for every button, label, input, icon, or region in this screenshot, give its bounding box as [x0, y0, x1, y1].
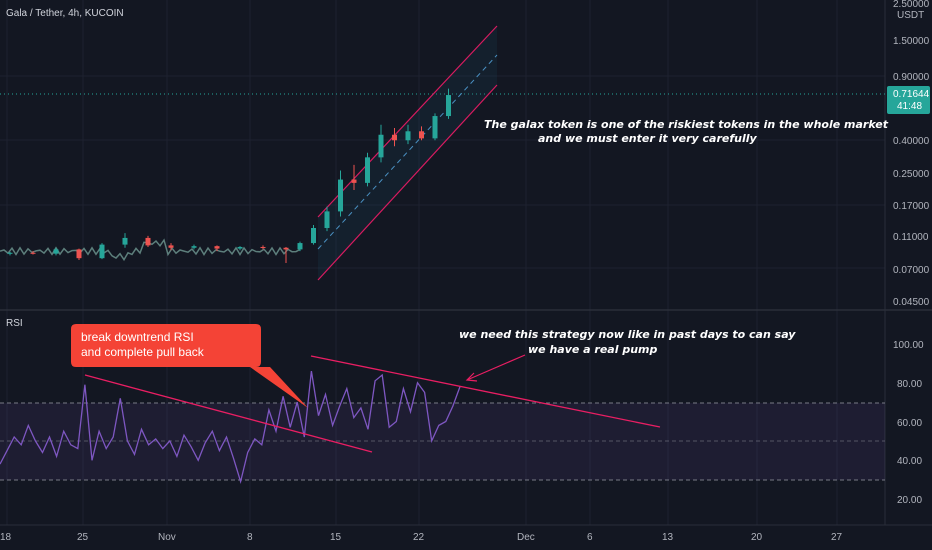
time-axis[interactable]: 18 25 Nov 8 15 22 Dec 6 13 20 27 — [0, 532, 843, 543]
rsi-tick: 60.00 — [897, 418, 922, 429]
candle — [237, 246, 243, 249]
rsi-note-line-2: we have a real pump — [528, 343, 657, 356]
time-label: Dec — [517, 532, 535, 543]
candle — [99, 244, 105, 259]
candle — [145, 237, 151, 246]
candle — [283, 247, 289, 250]
time-label: Nov — [158, 532, 176, 543]
candle — [76, 249, 82, 259]
callout-box[interactable]: break downtrend RSI and complete pull ba… — [71, 324, 308, 408]
last-price-badge: 0.71644 41:48 — [887, 86, 930, 114]
rsi-tick: 80.00 — [897, 379, 922, 390]
annotation-arrow[interactable] — [465, 354, 526, 382]
candle — [168, 245, 174, 248]
price-tick: 1.50000 — [893, 36, 930, 47]
rsi-tick: 40.00 — [897, 456, 922, 467]
callout-line-2: and complete pull back — [81, 345, 205, 359]
price-tick: 0.11000 — [893, 232, 929, 243]
candle — [446, 95, 451, 117]
price-currency: USDT — [897, 10, 924, 21]
price-axis[interactable]: 2.50000 USDT 1.50000 0.90000 0.40000 0.2… — [893, 0, 930, 308]
candle — [419, 131, 424, 139]
price-tick: 0.04500 — [893, 297, 930, 308]
time-label: 15 — [330, 532, 342, 543]
candle — [311, 227, 316, 244]
candle — [351, 179, 357, 183]
rsi-tick: 20.00 — [897, 495, 922, 506]
main-note-line-2: and we must enter it very carefully — [538, 132, 758, 145]
price-tick: 0.40000 — [893, 136, 930, 147]
time-label: 22 — [413, 532, 425, 543]
symbol-title[interactable]: Gala / Tether, 4h, KUCOIN — [6, 8, 124, 19]
candle — [405, 131, 411, 141]
candle — [297, 243, 303, 250]
time-label: 8 — [247, 532, 253, 543]
gridlines — [0, 0, 885, 525]
callout-line-1: break downtrend RSI — [81, 330, 194, 344]
channel-upper-line[interactable] — [317, 25, 498, 218]
candle — [338, 179, 343, 212]
time-label: 13 — [662, 532, 674, 543]
bar-countdown: 41:48 — [897, 101, 922, 112]
candle — [392, 134, 397, 141]
candle — [30, 252, 36, 254]
channel-median-line — [317, 54, 498, 250]
rsi-trendline-broken[interactable] — [84, 374, 373, 453]
ascending-channel[interactable] — [317, 25, 498, 281]
candle — [432, 116, 438, 139]
candle — [122, 237, 128, 245]
candle — [365, 157, 370, 183]
candle — [214, 246, 220, 249]
rsi-axis[interactable]: 100.00 80.00 60.00 40.00 20.00 — [893, 340, 924, 506]
price-candles — [0, 88, 451, 263]
channel-lower-line[interactable] — [317, 84, 498, 281]
time-label: 18 — [0, 532, 12, 543]
rsi-tick: 100.00 — [893, 340, 924, 351]
channel-fill — [318, 26, 497, 280]
candle — [53, 249, 59, 254]
time-label: 20 — [751, 532, 763, 543]
candle — [191, 246, 197, 248]
rsi-title[interactable]: RSI — [6, 318, 23, 329]
time-label: 27 — [831, 532, 843, 543]
candle — [324, 211, 330, 228]
price-tick: 0.07000 — [893, 265, 930, 276]
last-price-value: 0.71644 — [893, 89, 930, 100]
candle — [378, 134, 384, 158]
rsi-note-line-1: we need this strategy now like in past d… — [459, 328, 796, 341]
rsi-trendline-resistance[interactable] — [310, 355, 661, 428]
price-tick: 0.25000 — [893, 169, 930, 180]
rsi-line — [0, 370, 461, 485]
candle — [260, 246, 266, 248]
main-note-line-1: The galax token is one of the riskiest t… — [484, 118, 889, 131]
price-tick: 2.50000 — [893, 0, 930, 10]
time-label: 25 — [77, 532, 89, 543]
price-tick: 0.90000 — [893, 72, 930, 83]
time-label: 6 — [587, 532, 593, 543]
price-tick: 0.17000 — [893, 201, 930, 212]
candle — [7, 252, 13, 254]
rsi-series — [0, 370, 461, 485]
